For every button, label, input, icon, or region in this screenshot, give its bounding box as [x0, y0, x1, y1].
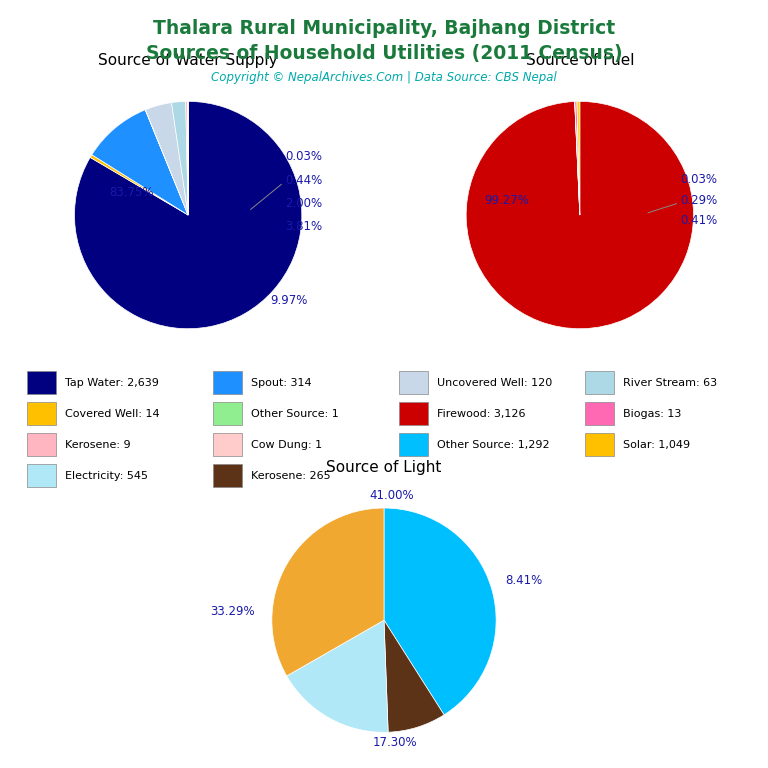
- Text: Cow Dung: 1: Cow Dung: 1: [250, 439, 322, 449]
- Text: Other Source: 1: Other Source: 1: [250, 409, 339, 419]
- Text: Thalara Rural Municipality, Bajhang District: Thalara Rural Municipality, Bajhang Dist…: [153, 19, 615, 38]
- Text: 0.03%: 0.03%: [285, 151, 322, 164]
- Bar: [213, 464, 242, 487]
- Text: 99.27%: 99.27%: [484, 194, 528, 207]
- Wedge shape: [574, 101, 580, 215]
- Bar: [399, 433, 428, 456]
- Text: 9.97%: 9.97%: [270, 293, 307, 306]
- Wedge shape: [90, 154, 188, 215]
- Title: Source of Light: Source of Light: [326, 460, 442, 475]
- Wedge shape: [145, 103, 188, 215]
- Wedge shape: [574, 101, 580, 215]
- Text: 41.00%: 41.00%: [369, 489, 414, 502]
- Text: 0.41%: 0.41%: [680, 214, 717, 227]
- Text: Sources of Household Utilities (2011 Census): Sources of Household Utilities (2011 Cen…: [146, 44, 622, 63]
- Text: Tap Water: 2,639: Tap Water: 2,639: [65, 378, 158, 388]
- Text: 17.30%: 17.30%: [373, 736, 418, 749]
- Text: Firewood: 3,126: Firewood: 3,126: [437, 409, 525, 419]
- Text: Kerosene: 265: Kerosene: 265: [250, 471, 330, 481]
- Bar: [27, 402, 56, 425]
- Wedge shape: [272, 508, 384, 676]
- Bar: [213, 433, 242, 456]
- Text: 3.81%: 3.81%: [285, 220, 322, 233]
- Title: Source of Fuel: Source of Fuel: [525, 53, 634, 68]
- Bar: [213, 402, 242, 425]
- Text: Other Source: 1,292: Other Source: 1,292: [437, 439, 549, 449]
- Bar: [213, 371, 242, 394]
- Wedge shape: [186, 101, 188, 215]
- Bar: [585, 402, 614, 425]
- Text: 0.03%: 0.03%: [680, 174, 717, 186]
- Text: 33.29%: 33.29%: [210, 604, 255, 617]
- Text: 8.41%: 8.41%: [505, 574, 542, 588]
- Bar: [27, 433, 56, 456]
- Text: Biogas: 13: Biogas: 13: [623, 409, 681, 419]
- Wedge shape: [286, 621, 388, 732]
- Text: River Stream: 63: River Stream: 63: [623, 378, 717, 388]
- Text: Copyright © NepalArchives.Com | Data Source: CBS Nepal: Copyright © NepalArchives.Com | Data Sou…: [211, 71, 557, 84]
- Text: 0.44%: 0.44%: [285, 174, 322, 187]
- Wedge shape: [74, 101, 302, 329]
- Wedge shape: [577, 101, 580, 215]
- Bar: [27, 371, 56, 394]
- Text: 2.00%: 2.00%: [285, 197, 322, 210]
- Wedge shape: [384, 621, 444, 732]
- Title: Source of Water Supply: Source of Water Supply: [98, 53, 278, 68]
- Text: 0.29%: 0.29%: [680, 194, 717, 207]
- Text: Electricity: 545: Electricity: 545: [65, 471, 147, 481]
- Bar: [585, 433, 614, 456]
- Bar: [27, 464, 56, 487]
- Text: Uncovered Well: 120: Uncovered Well: 120: [437, 378, 552, 388]
- Wedge shape: [92, 110, 188, 215]
- Text: Covered Well: 14: Covered Well: 14: [65, 409, 159, 419]
- Text: Spout: 314: Spout: 314: [250, 378, 311, 388]
- Wedge shape: [171, 101, 188, 215]
- Wedge shape: [145, 110, 188, 215]
- Bar: [399, 371, 428, 394]
- Bar: [399, 402, 428, 425]
- Text: Solar: 1,049: Solar: 1,049: [623, 439, 690, 449]
- Wedge shape: [384, 508, 496, 715]
- Wedge shape: [466, 101, 694, 329]
- Text: Kerosene: 9: Kerosene: 9: [65, 439, 131, 449]
- Text: 83.75%: 83.75%: [110, 186, 154, 199]
- Bar: [585, 371, 614, 394]
